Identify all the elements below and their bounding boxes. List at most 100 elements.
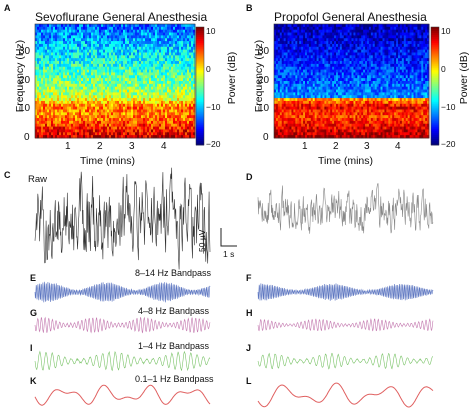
spectrogram-cell	[153, 46, 156, 51]
spectrogram-cell	[95, 123, 98, 127]
spectrogram-cell	[129, 38, 132, 42]
spectrogram-cell	[69, 109, 72, 113]
spectrogram-cell	[99, 81, 102, 85]
spectrogram-cell	[151, 132, 154, 136]
spectrogram-cell	[103, 52, 106, 56]
spectrogram-cell	[49, 66, 52, 70]
spectrogram-cell	[312, 61, 316, 65]
spectrogram-cell	[41, 61, 44, 65]
spectrogram-cell	[77, 32, 80, 36]
spectrogram-cell	[99, 49, 102, 53]
spectrogram-cell	[113, 63, 116, 68]
spectrogram-cell	[179, 86, 182, 90]
spectrogram-cell	[357, 78, 360, 82]
spectrogram-cell	[399, 26, 403, 31]
spectrogram-cell	[63, 86, 66, 90]
spectrogram-cell	[351, 55, 354, 59]
spectrogram-cell	[167, 95, 170, 99]
spectrogram-cell	[41, 46, 44, 51]
spectrogram-cell	[89, 72, 92, 76]
spectrogram-cell	[415, 49, 418, 53]
spectrogram-cell	[384, 61, 387, 65]
spectrogram-cell	[129, 55, 132, 59]
spectrogram-cell	[295, 41, 298, 45]
spectrogram-cell	[411, 52, 414, 56]
spectrogram-cell	[368, 63, 372, 68]
spectrogram-cell	[427, 24, 430, 28]
spectrogram-cell	[355, 26, 358, 31]
spectrogram-cell	[121, 109, 124, 113]
spectrogram-cell	[401, 41, 405, 45]
spectrogram-cell	[83, 78, 86, 82]
spectrogram-cell	[427, 69, 430, 73]
spectrogram-cell	[93, 100, 96, 105]
spectrogram-cell	[71, 78, 74, 82]
spectrogram-cell	[163, 32, 166, 36]
spectrogram-cell	[341, 26, 345, 31]
spectrogram-cell	[415, 69, 418, 73]
spectrogram-cell	[49, 78, 52, 82]
spectrogram-cell	[149, 95, 152, 99]
spectrogram-cell	[361, 61, 364, 65]
spectrogram-cell	[355, 29, 358, 33]
colorbar-step	[196, 101, 204, 105]
spectrogram-cell	[394, 75, 397, 79]
spectrogram-cell	[83, 43, 86, 48]
spectrogram-cell	[113, 81, 116, 85]
spectrogram-cell	[175, 100, 178, 105]
spectrogram-cell	[115, 46, 118, 51]
spectrogram-cell	[129, 75, 132, 79]
spectrogram-cell	[105, 66, 108, 70]
colorbar-step	[196, 119, 204, 122]
spectrogram-cell	[71, 75, 74, 79]
spectrogram-cell	[183, 86, 186, 90]
spectrogram-cell	[322, 26, 325, 31]
spectrogram-cell	[159, 35, 162, 39]
spectrogram-cell	[111, 118, 114, 122]
spectrogram-cell	[93, 98, 96, 102]
spectrogram-cell	[47, 118, 50, 122]
spectrogram-cell	[396, 49, 399, 53]
spectrogram-cell	[81, 120, 84, 125]
spectrogram-cell	[145, 55, 148, 59]
spectrogram-cell	[95, 29, 98, 33]
spectrogram-cell	[423, 78, 426, 82]
spectrogram-cell	[51, 81, 54, 85]
spectrogram-cell	[135, 75, 138, 79]
spectrogram-cell	[49, 38, 52, 42]
spectrogram-cell	[145, 126, 148, 130]
spectrogram-cell	[417, 26, 420, 31]
spectrogram-cell	[101, 135, 104, 139]
spectrogram-cell	[316, 38, 319, 42]
spectrogram-cell	[141, 135, 144, 139]
spectrogram-cell	[177, 129, 180, 133]
spectrogram-cell	[411, 63, 414, 68]
spectrogram-cell	[69, 126, 72, 130]
spectrogram-cell	[77, 126, 80, 130]
spectrogram-cell	[71, 95, 74, 99]
spectrogram-cell	[85, 52, 88, 56]
spectrogram-cell	[181, 83, 184, 88]
spectrogram-cell	[71, 98, 74, 102]
spectrogram-cell	[157, 61, 160, 65]
spectrogram-cell	[109, 112, 112, 116]
spectrogram-cell	[423, 81, 426, 85]
spectrogram-cell	[289, 78, 292, 82]
spectrogram-cell	[65, 106, 68, 110]
spectrogram-cell	[341, 55, 345, 59]
spectrogram-cell	[87, 98, 90, 102]
spectrogram-cell	[135, 49, 138, 53]
spectrogram-cell	[91, 92, 94, 96]
spectrogram-cell	[109, 106, 112, 110]
spectrogram-cell	[143, 63, 146, 68]
spectrogram-cell	[123, 49, 126, 53]
spectrogram-cell	[133, 103, 136, 108]
spectrogram-cell	[129, 78, 132, 82]
spectrogram-cell	[347, 43, 350, 48]
spectrogram-cell	[47, 86, 50, 90]
spectrogram-cell	[396, 61, 399, 65]
spectrogram-cell	[425, 61, 428, 65]
spectrogram-cell	[326, 55, 329, 59]
spectrogram-cell	[283, 66, 287, 70]
spectrogram-cell	[113, 135, 116, 139]
